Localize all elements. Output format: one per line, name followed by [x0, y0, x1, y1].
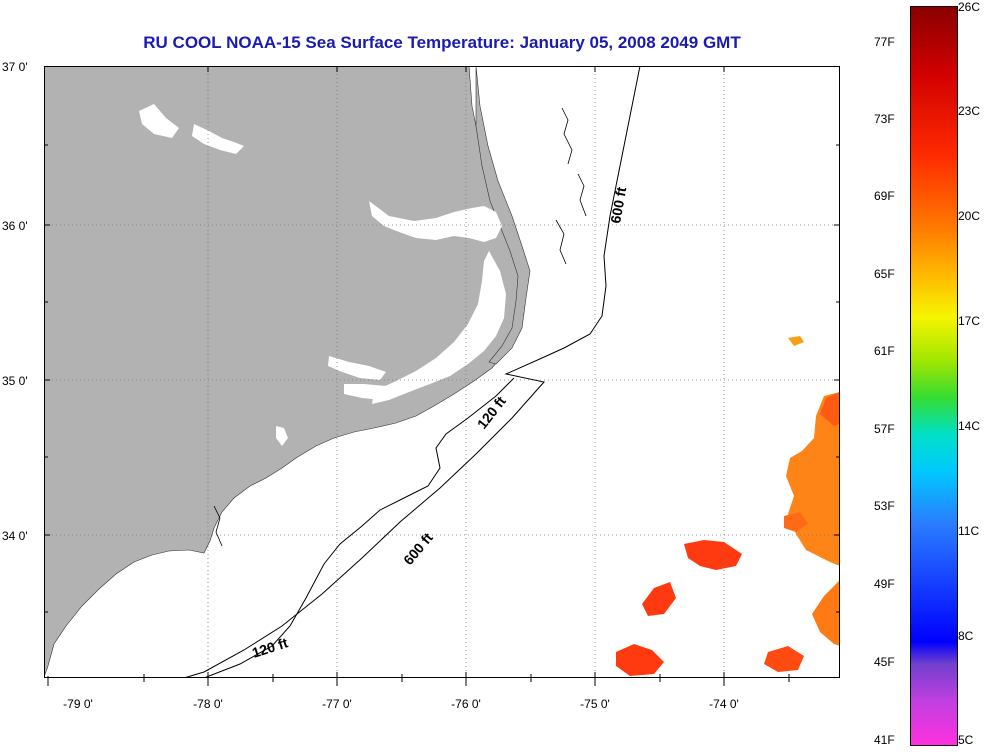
sst-patch-southeast	[812, 580, 840, 646]
map-title: RU COOL NOAA-15 Sea Surface Temperature:…	[143, 33, 741, 52]
sst-patch-south-central	[684, 540, 742, 570]
sst-patch-south-mid	[642, 582, 676, 616]
lon-label-74: -74 0'	[709, 697, 739, 711]
colorbar-label-23c: 23C	[958, 104, 981, 118]
colorbar-label-14c: 14C	[958, 419, 981, 433]
lon-label-75: -75 0'	[580, 697, 610, 711]
lake-region	[139, 104, 244, 154]
bottom-axis-ticks	[47, 676, 790, 686]
isobath-120ft	[203, 377, 515, 678]
lon-label-77: -77 0'	[322, 697, 352, 711]
colorbar-label-73f: 73F	[874, 112, 895, 126]
lon-label-79: -79 0'	[63, 697, 93, 711]
coastal-inlet	[276, 426, 288, 446]
colorbar-label-5c: 5C	[958, 733, 974, 747]
lat-label-35: 35 0'	[2, 374, 28, 388]
map-frame	[44, 66, 840, 678]
graticule	[44, 66, 840, 678]
colorbar-label-26c: 26C	[958, 0, 981, 14]
lat-label-34: 34 0'	[2, 529, 28, 543]
sst-fleck-offshore	[788, 336, 804, 346]
colorbar-label-57f: 57F	[874, 422, 895, 436]
coastal-features	[213, 107, 587, 547]
colorbar-label-41f: 41F	[874, 733, 895, 747]
lat-label-36: 36 0'	[2, 219, 28, 233]
sst-map: 600 ft 120 ft 600 ft 120 ft	[44, 66, 840, 678]
sst-patch-east-small	[784, 512, 808, 532]
neuse-river	[344, 384, 394, 400]
colorbar-label-20c: 20C	[958, 209, 981, 223]
sst-patch-east-warm	[820, 392, 840, 426]
colorbar-label-17c: 17C	[958, 314, 981, 328]
colorbar-label-69f: 69F	[874, 189, 895, 203]
colorbar-label-53f: 53F	[874, 499, 895, 513]
pamlico-river	[328, 356, 386, 380]
albemarle-sound	[369, 201, 502, 242]
colorbar-label-45f: 45F	[874, 655, 895, 669]
colorbar-label-49f: 49F	[874, 577, 895, 591]
colorbar-label-61f: 61F	[874, 344, 895, 358]
sst-patch-south-east	[764, 646, 804, 672]
colorbar-label-65f: 65F	[874, 267, 895, 281]
lon-label-76: -76 0'	[451, 697, 481, 711]
isobath-600ft	[183, 66, 641, 678]
sst-patch-south-west	[616, 644, 664, 676]
colorbar-label-8c: 8C	[958, 629, 974, 643]
colorbar-label-11c: 11C	[958, 524, 980, 538]
lon-label-78: -78 0'	[193, 697, 223, 711]
temperature-colorbar	[910, 6, 958, 746]
colorbar-label-77f: 77F	[874, 35, 895, 49]
contour-label-600ft-north: 600 ft	[607, 185, 629, 224]
lat-label-37: 37 0'	[2, 60, 28, 74]
